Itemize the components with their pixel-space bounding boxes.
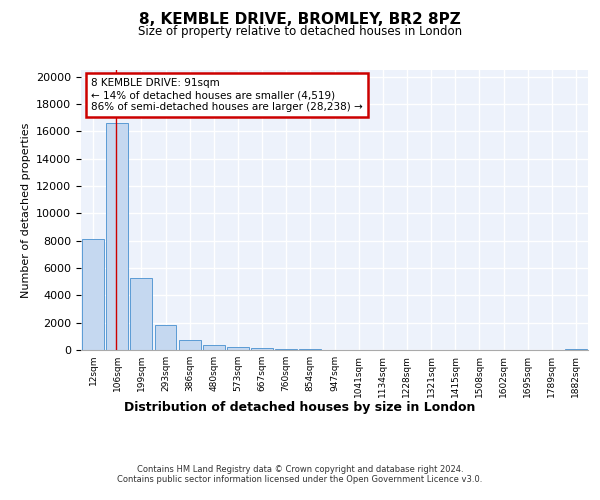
- Bar: [227, 346, 249, 350]
- Text: Size of property relative to detached houses in London: Size of property relative to detached ho…: [138, 25, 462, 38]
- Bar: [106, 124, 128, 350]
- Bar: [203, 345, 224, 350]
- Bar: [155, 324, 176, 350]
- Bar: [130, 278, 152, 350]
- Bar: [275, 348, 297, 350]
- Text: Contains HM Land Registry data © Crown copyright and database right 2024.
Contai: Contains HM Land Registry data © Crown c…: [118, 465, 482, 484]
- Bar: [179, 340, 200, 350]
- Y-axis label: Number of detached properties: Number of detached properties: [20, 122, 31, 298]
- Text: 8 KEMBLE DRIVE: 91sqm
← 14% of detached houses are smaller (4,519)
86% of semi-d: 8 KEMBLE DRIVE: 91sqm ← 14% of detached …: [91, 78, 363, 112]
- Text: 8, KEMBLE DRIVE, BROMLEY, BR2 8PZ: 8, KEMBLE DRIVE, BROMLEY, BR2 8PZ: [139, 12, 461, 28]
- Bar: [82, 240, 104, 350]
- Bar: [565, 349, 587, 350]
- Text: Distribution of detached houses by size in London: Distribution of detached houses by size …: [124, 401, 476, 414]
- Bar: [299, 349, 321, 350]
- Bar: [251, 348, 273, 350]
